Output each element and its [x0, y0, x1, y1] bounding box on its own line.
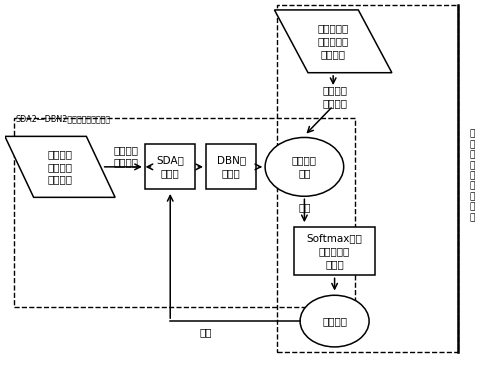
Bar [205, 145, 256, 189]
Polygon shape [5, 137, 115, 197]
Text: 去趋势及
污染处理: 去趋势及 污染处理 [113, 145, 138, 168]
Text: 训
练
及
测
试
检
测
模
型: 训 练 及 测 试 检 测 模 型 [468, 130, 474, 222]
Text: 去趋势及
污染处理: 去趋势及 污染处理 [322, 86, 346, 108]
Bar [293, 227, 375, 275]
Text: Softmax回归
计算分类投
票结果: Softmax回归 计算分类投 票结果 [306, 234, 362, 269]
Circle shape [300, 295, 368, 347]
Text: SDA数
据扩充: SDA数 据扩充 [156, 156, 184, 178]
Text: 检测模型: 检测模型 [322, 316, 346, 326]
Text: 微调: 微调 [200, 328, 212, 337]
Text: SDA2—DBN2预训练特征学习模型: SDA2—DBN2预训练特征学习模型 [16, 115, 110, 124]
Text: 特征: 特征 [298, 202, 310, 212]
Text: 滚动轴承有
标签数据训
练及测试: 滚动轴承有 标签数据训 练及测试 [317, 23, 348, 59]
Bar [14, 119, 354, 307]
Polygon shape [274, 10, 391, 73]
Text: 滚动轴承
无标签预
训练数据: 滚动轴承 无标签预 训练数据 [47, 149, 72, 185]
Circle shape [264, 138, 343, 196]
Text: DBN数
据投影: DBN数 据投影 [216, 156, 245, 178]
Bar [277, 5, 457, 352]
Text: 特征学习
模型: 特征学习 模型 [291, 156, 316, 178]
Bar [145, 145, 195, 189]
